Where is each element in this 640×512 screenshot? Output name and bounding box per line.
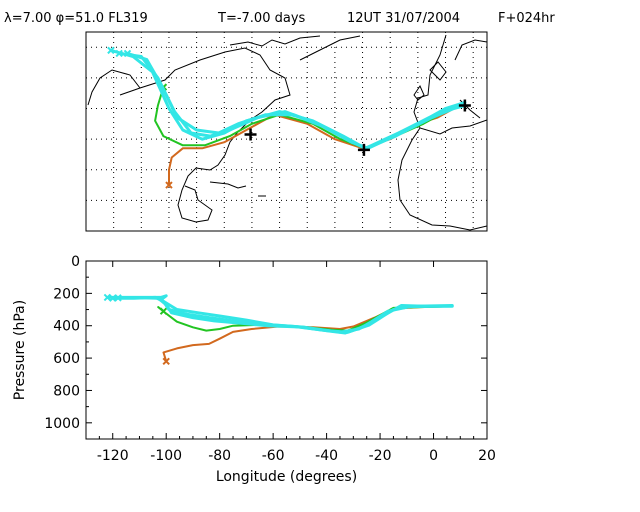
- y-tick-label: 600: [53, 351, 80, 367]
- map-landmark-cross: [244, 128, 257, 141]
- map-trajectory-start-marker: [123, 49, 132, 58]
- pressure-frame: [85, 260, 488, 440]
- header-valid-time: 12UT 31/07/2004: [347, 11, 460, 26]
- x-tick-label: -40: [315, 448, 338, 464]
- pressure-axes: -120 -100 -80 -60 -40 -20 0 2002004006008001000…: [12, 254, 496, 485]
- x-tick-label: -60: [262, 448, 285, 464]
- map-trajectories: [107, 46, 467, 189]
- pressure-trajectory-start-marker: [114, 294, 122, 302]
- map-gridlines: [86, 32, 487, 231]
- pressure-trajectory-cyan-4: [116, 296, 454, 335]
- header-title: λ=7.00 φ=51.0 FL319: [4, 11, 148, 26]
- y-tick-label: 0: [71, 254, 80, 270]
- map-landmark-cross: [458, 99, 471, 112]
- map-panel: [85, 31, 488, 232]
- y-tick-label: 800: [53, 383, 80, 399]
- map-coastlines: [87, 34, 487, 231]
- x-axis-label: Longitude (degrees): [216, 469, 357, 485]
- map-trajectory-start-marker: [107, 46, 115, 55]
- header-forecast: F+024hr: [498, 11, 555, 26]
- y-tick-label: 1000: [44, 416, 80, 432]
- pressure-trajectory-start-marker: [159, 307, 168, 315]
- y-tick-label: 200: [53, 286, 80, 302]
- header-time-offset: T=-7.00 days: [217, 11, 306, 26]
- x-tick-label: -20: [369, 448, 392, 464]
- pressure-trajectory-start-marker: [103, 293, 112, 302]
- pressure-panel: -120 -100 -80 -60 -40 -20 0 2002004006008001000…: [12, 254, 496, 485]
- map-trajectory-start-marker: [165, 181, 173, 189]
- x-tick-label: -120: [97, 448, 129, 464]
- pressure-trajectories: [103, 293, 454, 366]
- y-tick-label: 400: [53, 319, 80, 335]
- map-landmark-cross: [357, 143, 370, 156]
- pressure-trajectory-start-marker: [162, 357, 170, 366]
- map-trajectory-start-marker: [115, 49, 123, 58]
- map-trajectory-cyan-4: [126, 51, 467, 150]
- map-frame: [85, 31, 488, 232]
- x-tick-label: -80: [208, 448, 231, 464]
- x-tick-label: 20: [478, 448, 496, 464]
- map-landmarks: [244, 99, 471, 156]
- x-tick-label: -100: [150, 448, 182, 464]
- x-tick-label: 0: [429, 448, 438, 464]
- y-axis-label: Pressure (hPa): [12, 300, 28, 400]
